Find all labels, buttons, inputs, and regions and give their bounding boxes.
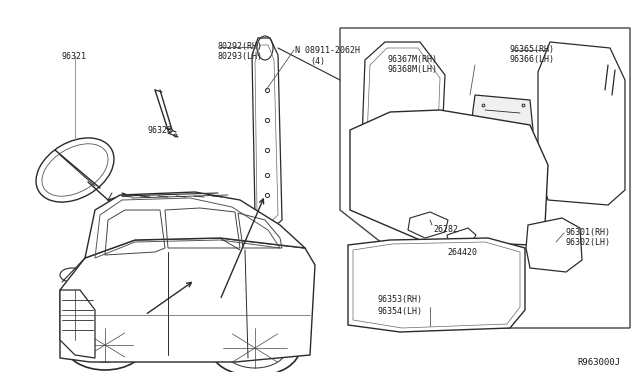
Polygon shape bbox=[60, 238, 315, 362]
Text: 96354(LH): 96354(LH) bbox=[378, 307, 423, 316]
Text: 26282: 26282 bbox=[433, 225, 458, 234]
Polygon shape bbox=[85, 192, 305, 258]
Text: 96367M(RH): 96367M(RH) bbox=[388, 55, 438, 64]
Polygon shape bbox=[526, 218, 582, 272]
Text: 96321: 96321 bbox=[62, 52, 87, 61]
Text: R963000J: R963000J bbox=[577, 358, 620, 367]
Text: (4): (4) bbox=[310, 57, 325, 66]
Text: 96365(RH): 96365(RH) bbox=[510, 45, 555, 54]
Text: N 08911-2062H: N 08911-2062H bbox=[295, 46, 360, 55]
Text: 80292(RH): 80292(RH) bbox=[218, 42, 263, 51]
Polygon shape bbox=[350, 110, 548, 245]
Polygon shape bbox=[348, 238, 525, 332]
Text: 96353(RH): 96353(RH) bbox=[378, 295, 423, 304]
Text: 264420: 264420 bbox=[447, 248, 477, 257]
Text: 96366(LH): 96366(LH) bbox=[510, 55, 555, 64]
Text: 96302(LH): 96302(LH) bbox=[566, 238, 611, 247]
Text: 96328: 96328 bbox=[148, 126, 173, 135]
Polygon shape bbox=[470, 95, 533, 163]
Text: 80293(LH): 80293(LH) bbox=[218, 52, 263, 61]
Polygon shape bbox=[538, 42, 625, 205]
Text: 96301(RH): 96301(RH) bbox=[566, 228, 611, 237]
Polygon shape bbox=[60, 290, 95, 358]
Text: 96368M(LH): 96368M(LH) bbox=[388, 65, 438, 74]
